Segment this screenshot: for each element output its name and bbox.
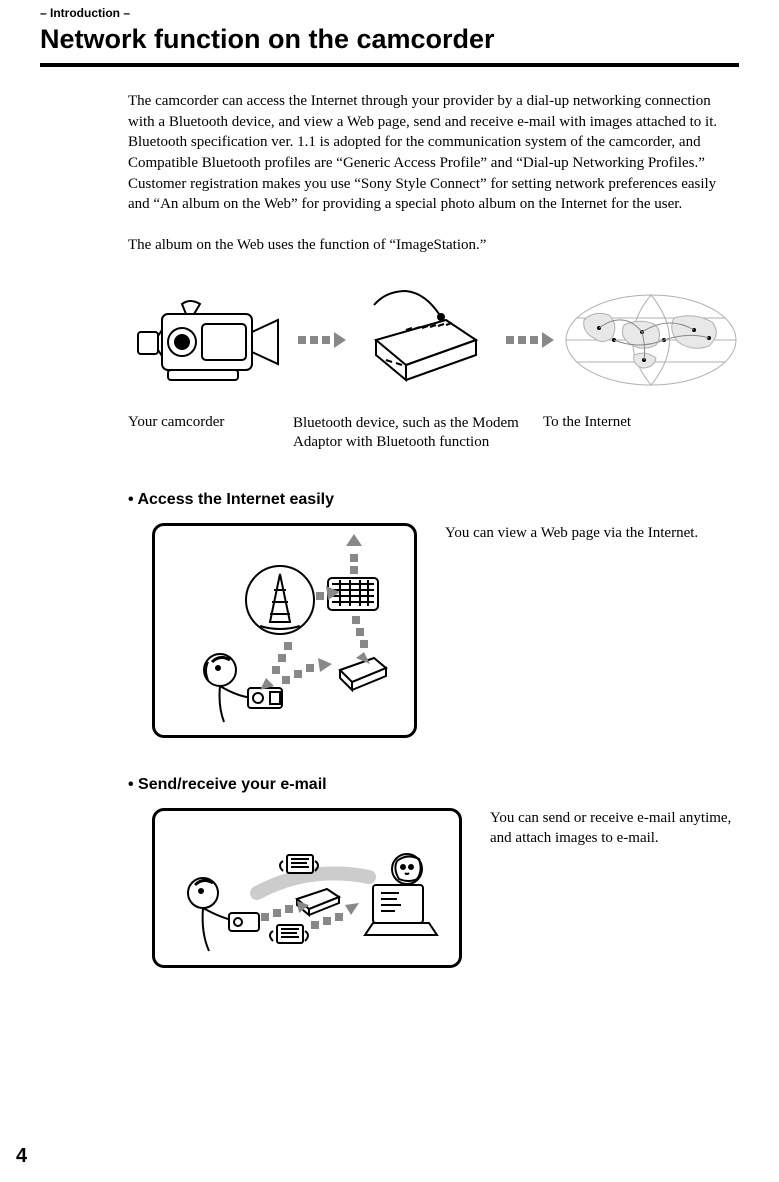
feature1-text: You can view a Web page via the Internet… bbox=[445, 523, 739, 543]
feature2-heading: • Send/receive your e-mail bbox=[128, 776, 739, 794]
modem-adaptor-icon bbox=[356, 285, 496, 395]
camcorder-icon bbox=[128, 280, 288, 400]
page-title: Network function on the camcorder bbox=[40, 24, 739, 55]
page: – Introduction – Network function on the… bbox=[0, 0, 779, 1182]
world-map-icon bbox=[564, 290, 739, 390]
intro-body: The camcorder can access the Internet th… bbox=[128, 91, 735, 256]
diagram-labels: Your camcorder Bluetooth device, such as… bbox=[128, 414, 739, 453]
title-rule bbox=[40, 63, 739, 67]
connection-arrow-1 bbox=[298, 332, 346, 348]
intro-para-3: The album on the Web uses the function o… bbox=[128, 235, 735, 256]
internet-access-illustration bbox=[152, 523, 417, 738]
label-bluetooth: Bluetooth device, such as the Modem Adap… bbox=[293, 414, 543, 453]
intro-para-1: The camcorder can access the Internet th… bbox=[128, 91, 735, 174]
feature2-text: You can send or receive e-mail anytime, … bbox=[490, 808, 739, 849]
connection-arrow-2 bbox=[506, 332, 554, 348]
label-camcorder: Your camcorder bbox=[128, 414, 293, 453]
section-tag: – Introduction – bbox=[40, 0, 739, 20]
page-number: 4 bbox=[16, 1145, 27, 1168]
intro-para-2: Customer registration makes you use “Son… bbox=[128, 174, 735, 215]
feature1-row: You can view a Web page via the Internet… bbox=[152, 523, 739, 738]
feature1-heading: • Access the Internet easily bbox=[128, 491, 739, 509]
email-illustration bbox=[152, 808, 462, 968]
connection-diagram bbox=[128, 280, 739, 400]
label-internet: To the Internet bbox=[543, 414, 739, 453]
feature2-row: You can send or receive e-mail anytime, … bbox=[152, 808, 739, 968]
